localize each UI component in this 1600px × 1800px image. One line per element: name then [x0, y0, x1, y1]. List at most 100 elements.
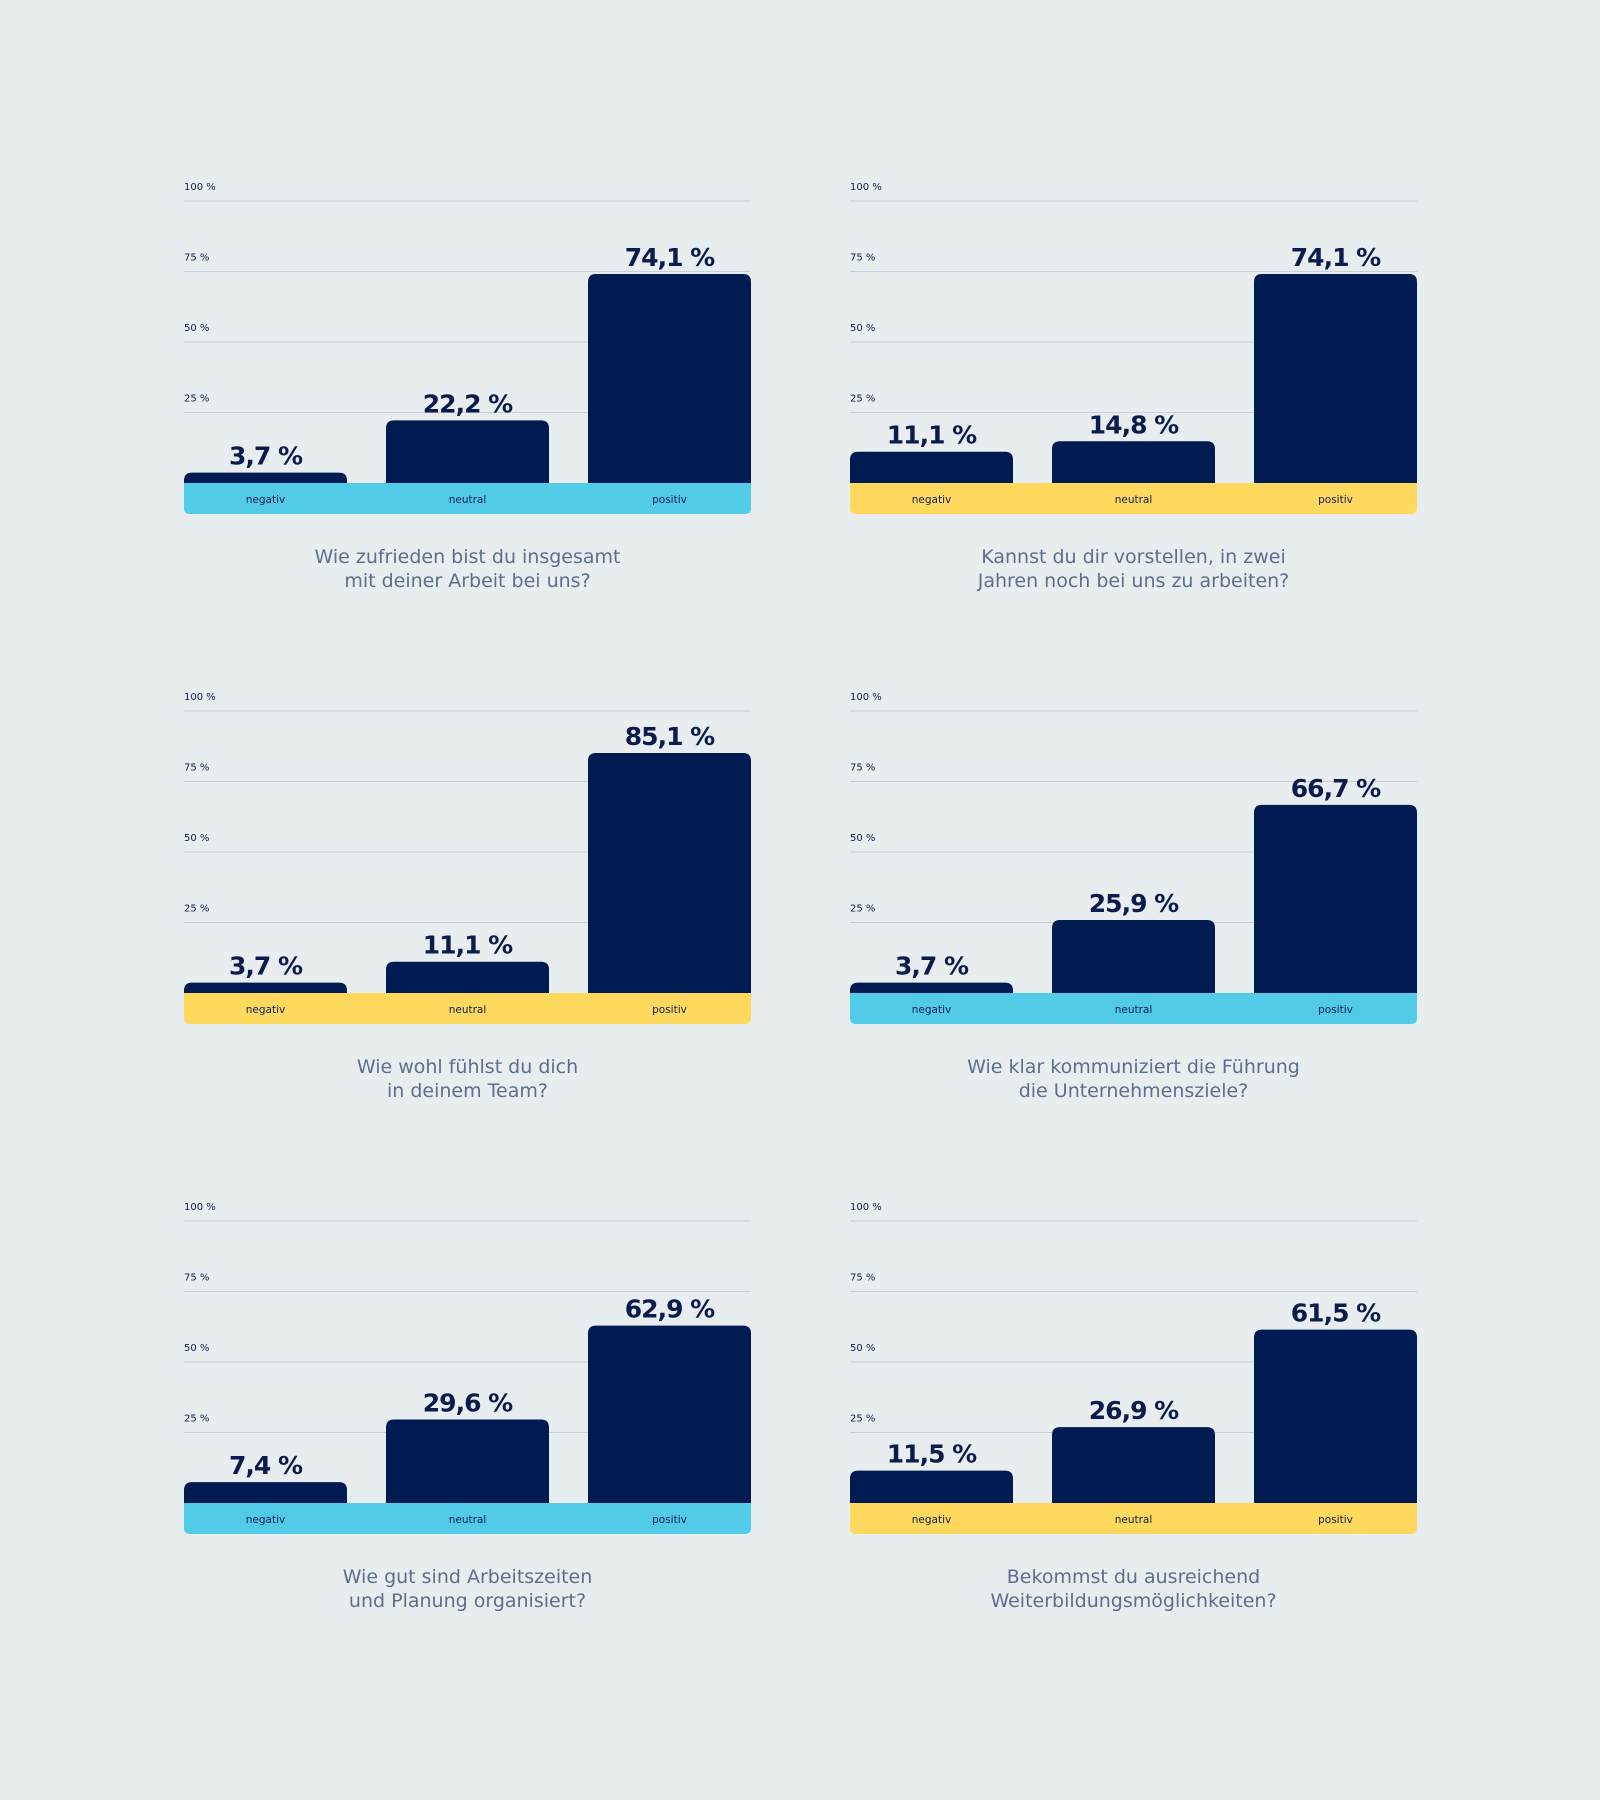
category-label-neutral: neutral	[449, 1004, 487, 1016]
category-label-positiv: positiv	[652, 1514, 687, 1526]
y-tick-label: 100 %	[850, 182, 882, 193]
chart-question-1: Wie zufrieden bist du insgesamt mit dein…	[184, 545, 751, 593]
value-label: 62,9 %	[625, 1295, 715, 1324]
question-line-1: Wie klar kommuniziert die Führung	[967, 1056, 1300, 1078]
category-label-negativ: negativ	[912, 1514, 951, 1526]
y-tick-label: 25 %	[850, 1414, 875, 1425]
bar-neutral	[1052, 919, 1215, 995]
y-tick-label: 100 %	[850, 1202, 882, 1213]
y-tick-label: 50 %	[850, 1343, 875, 1354]
y-tick-label: 50 %	[184, 323, 209, 334]
bar-negativ	[850, 982, 1013, 995]
value-label: 3,7 %	[895, 952, 969, 981]
y-tick-label: 100 %	[184, 182, 216, 193]
question-line-2: Weiterbildungsmöglichkeiten?	[990, 1590, 1277, 1612]
category-label-neutral: neutral	[1115, 1514, 1153, 1526]
y-tick-label: 100 %	[184, 1202, 216, 1213]
question-line-2: und Planung organisiert?	[348, 1590, 587, 1612]
y-tick-label: 75 %	[184, 253, 209, 264]
bar-positiv	[1254, 274, 1417, 485]
y-tick-label: 25 %	[850, 904, 875, 915]
y-tick-label: 25 %	[184, 904, 209, 915]
category-label-neutral: neutral	[1115, 494, 1153, 506]
bar-positiv	[588, 274, 751, 485]
question-line-1: Bekommst du ausreichend	[1006, 1566, 1261, 1588]
bar-negativ	[850, 1470, 1013, 1505]
bar-negativ	[850, 451, 1013, 485]
y-tick-label: 75 %	[850, 1273, 875, 1284]
category-label-negativ: negativ	[246, 1004, 285, 1016]
value-label: 85,1 %	[625, 722, 715, 751]
bar-positiv	[1254, 1329, 1417, 1505]
bar-negativ	[184, 472, 347, 485]
y-tick-label: 75 %	[850, 253, 875, 264]
question-line-2: die Unternehmensziele?	[1018, 1080, 1249, 1102]
category-band	[184, 1503, 751, 1534]
y-tick-label: 50 %	[850, 323, 875, 334]
y-tick-label: 25 %	[184, 1414, 209, 1425]
question-line-2: mit deiner Arbeit bei uns?	[344, 570, 591, 592]
category-label-neutral: neutral	[449, 1514, 487, 1526]
bar-chart-2: 25 % 50 % 75 % 100 % 11,1 % 14,8 % 74,1 % negat…	[850, 182, 1417, 514]
question-line-1: Wie zufrieden bist du insgesamt	[314, 546, 621, 568]
value-label: 29,6 %	[423, 1389, 513, 1418]
value-label: 11,1 %	[887, 421, 977, 450]
question-line-1: Wie wohl fühlst du dich	[356, 1056, 579, 1078]
bar-neutral	[1052, 1427, 1215, 1505]
bar-chart-3: 25 % 50 % 75 % 100 % 3,7 % 11,1 % 85,1 % negati…	[184, 692, 751, 1024]
y-tick-label: 100 %	[184, 692, 216, 703]
y-tick-label: 50 %	[184, 833, 209, 844]
value-label: 74,1 %	[625, 243, 715, 272]
bar-neutral	[386, 961, 549, 995]
value-label: 3,7 %	[229, 952, 303, 981]
chart-question-5: Wie gut sind Arbeitszeiten und Planung o…	[184, 1565, 751, 1613]
category-band	[184, 993, 751, 1024]
value-label: 66,7 %	[1291, 774, 1381, 803]
bar-negativ	[184, 1482, 347, 1505]
chart-panel-4: 25 % 50 % 75 % 100 % 3,7 % 25,9 % 66,7 % negati…	[850, 690, 1417, 1130]
bar-negativ	[184, 982, 347, 995]
value-label: 7,4 %	[229, 1451, 303, 1480]
category-band	[850, 1503, 1417, 1534]
category-label-negativ: negativ	[246, 494, 285, 506]
question-line-2: Jahren noch bei uns zu arbeiten?	[977, 570, 1290, 592]
chart-panel-6: 25 % 50 % 75 % 100 % 11,5 % 26,9 % 61,5 % negat…	[850, 1200, 1417, 1640]
category-label-neutral: neutral	[1115, 1004, 1153, 1016]
chart-question-6: Bekommst du ausreichend Weiterbildungsmö…	[850, 1565, 1417, 1613]
bar-chart-6: 25 % 50 % 75 % 100 % 11,5 % 26,9 % 61,5 % negat…	[850, 1202, 1417, 1534]
bar-positiv	[1254, 804, 1417, 995]
value-label: 11,5 %	[887, 1440, 977, 1469]
category-label-positiv: positiv	[1318, 494, 1353, 506]
category-label-positiv: positiv	[1318, 1514, 1353, 1526]
value-label: 26,9 %	[1089, 1396, 1179, 1425]
chart-panel-1: 25 % 50 % 75 % 100 % 3,7 % 22,2 % 74,1 % negati…	[184, 180, 751, 620]
bar-neutral	[386, 1419, 549, 1505]
category-band	[184, 483, 751, 514]
chart-question-3: Wie wohl fühlst du dich in deinem Team?	[184, 1055, 751, 1103]
value-label: 25,9 %	[1089, 889, 1179, 918]
bar-chart-1: 25 % 50 % 75 % 100 % 3,7 % 22,2 % 74,1 % negati…	[184, 182, 751, 514]
value-label: 11,1 %	[423, 931, 513, 960]
question-line-1: Wie gut sind Arbeitszeiten	[342, 1566, 593, 1588]
chart-panel-3: 25 % 50 % 75 % 100 % 3,7 % 11,1 % 85,1 % negati…	[184, 690, 751, 1130]
chart-panel-2: 25 % 50 % 75 % 100 % 11,1 % 14,8 % 74,1 % negat…	[850, 180, 1417, 620]
value-label: 61,5 %	[1291, 1299, 1381, 1328]
question-line-1: Kannst du dir vorstellen, in zwei	[981, 546, 1286, 568]
y-tick-label: 75 %	[850, 763, 875, 774]
y-tick-label: 75 %	[184, 763, 209, 774]
y-tick-label: 100 %	[850, 692, 882, 703]
category-label-positiv: positiv	[652, 1004, 687, 1016]
bar-positiv	[588, 1325, 751, 1505]
value-label: 74,1 %	[1291, 243, 1381, 272]
chart-question-4: Wie klar kommuniziert die Führung die Un…	[850, 1055, 1417, 1103]
bar-chart-4: 25 % 50 % 75 % 100 % 3,7 % 25,9 % 66,7 % negati…	[850, 692, 1417, 1024]
chart-question-2: Kannst du dir vorstellen, in zwei Jahren…	[850, 545, 1417, 593]
value-label: 14,8 %	[1089, 410, 1179, 439]
bar-positiv	[588, 753, 751, 995]
category-band	[850, 993, 1417, 1024]
bar-neutral	[386, 420, 549, 485]
category-band	[850, 483, 1417, 514]
bar-chart-5: 25 % 50 % 75 % 100 % 7,4 % 29,6 % 62,9 % negati…	[184, 1202, 751, 1534]
category-label-negativ: negativ	[246, 1514, 285, 1526]
y-tick-label: 50 %	[850, 833, 875, 844]
